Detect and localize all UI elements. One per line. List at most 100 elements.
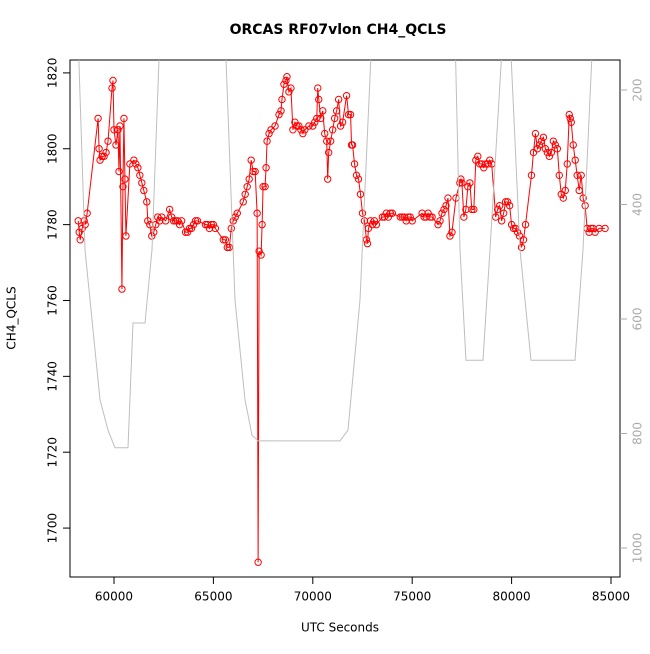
data-point: [561, 186, 569, 195]
data-point: [503, 198, 512, 206]
data-point: [386, 209, 395, 217]
data-point: [81, 220, 89, 229]
data-point: [287, 84, 295, 92]
x-tick-label: 60000: [95, 590, 133, 604]
data-point: [225, 243, 233, 252]
data-point: [121, 175, 129, 183]
data-point: [330, 114, 339, 123]
data-point: [380, 213, 389, 221]
data-point: [132, 160, 140, 168]
data-point: [352, 171, 361, 180]
data-point: [177, 217, 186, 225]
data-point: [108, 84, 116, 92]
data-point: [551, 141, 560, 149]
data-point: [278, 95, 286, 104]
data-point: [468, 205, 476, 214]
data-point: [567, 118, 575, 126]
data-point: [466, 179, 474, 187]
data-point: [565, 110, 573, 119]
x-tick-label: 80000: [493, 590, 531, 604]
data-point: [109, 76, 117, 85]
data-point: [354, 175, 363, 183]
data-point: [247, 156, 255, 164]
data-point: [297, 126, 305, 134]
data-point: [207, 220, 216, 229]
data-point: [239, 198, 247, 206]
y-tick-label: 1800: [46, 133, 60, 164]
data-point: [543, 148, 552, 157]
data-point: [350, 160, 359, 168]
data-point: [119, 182, 127, 191]
data-point: [440, 205, 448, 214]
data-point: [388, 209, 397, 217]
data-point: [573, 171, 581, 180]
data-point: [575, 186, 583, 195]
data-point: [533, 145, 542, 153]
data-point: [549, 137, 558, 145]
data-point: [305, 122, 313, 130]
data-point: [314, 84, 322, 92]
data-point: [130, 156, 138, 164]
data-point: [289, 126, 297, 134]
data-point: [271, 122, 279, 130]
data-point: [169, 217, 178, 225]
data-point: [134, 164, 142, 172]
data-point: [249, 167, 257, 176]
data-point: [571, 156, 579, 164]
data-point: [136, 171, 144, 180]
data-point: [579, 194, 587, 202]
data-point: [251, 167, 259, 176]
data-point: [144, 217, 152, 225]
data-point: [566, 114, 574, 123]
y2-tick-label: 600: [631, 308, 645, 331]
data-point: [366, 217, 375, 225]
data-point: [486, 156, 494, 164]
data-point: [112, 141, 120, 149]
data-point: [356, 190, 365, 198]
data-point: [211, 224, 220, 233]
data-point: [116, 122, 124, 130]
data-point: [448, 228, 456, 236]
data-point: [219, 236, 228, 244]
data-point: [285, 88, 293, 96]
data-point: [428, 213, 436, 221]
data-point: [332, 107, 341, 115]
data-point: [175, 220, 184, 229]
data-point: [148, 232, 156, 240]
data-point: [295, 122, 303, 130]
data-point: [167, 213, 176, 221]
data-point: [472, 156, 480, 164]
plot-frame: [69, 59, 621, 578]
data-point: [541, 145, 550, 153]
y-tick-label: 1720: [46, 437, 60, 468]
data-point: [154, 213, 162, 221]
y-tick-label: 1820: [46, 58, 60, 89]
data-point: [254, 558, 262, 566]
data-point: [438, 209, 446, 217]
data-point: [557, 190, 565, 198]
y2-tick-label: 400: [631, 193, 645, 216]
data-point: [262, 164, 270, 172]
data-point: [258, 220, 266, 229]
data-point: [456, 179, 464, 187]
data-point: [328, 126, 337, 134]
data-point: [122, 232, 130, 240]
data-point: [95, 145, 103, 153]
data-point: [115, 167, 123, 176]
data-point: [434, 220, 442, 229]
data-point: [193, 217, 202, 225]
data-point: [261, 182, 269, 191]
data-point: [484, 160, 492, 168]
data-point: [173, 217, 182, 225]
y-tick-label: 1780: [46, 209, 60, 240]
data-line: [77, 76, 606, 563]
data-point: [150, 228, 158, 236]
data-point: [362, 236, 371, 244]
data-point: [118, 285, 126, 293]
data-point: [229, 217, 237, 225]
data-point: [577, 171, 585, 180]
x-axis-label: UTC Seconds: [301, 621, 379, 635]
data-point: [555, 171, 564, 180]
data-point: [424, 209, 432, 217]
